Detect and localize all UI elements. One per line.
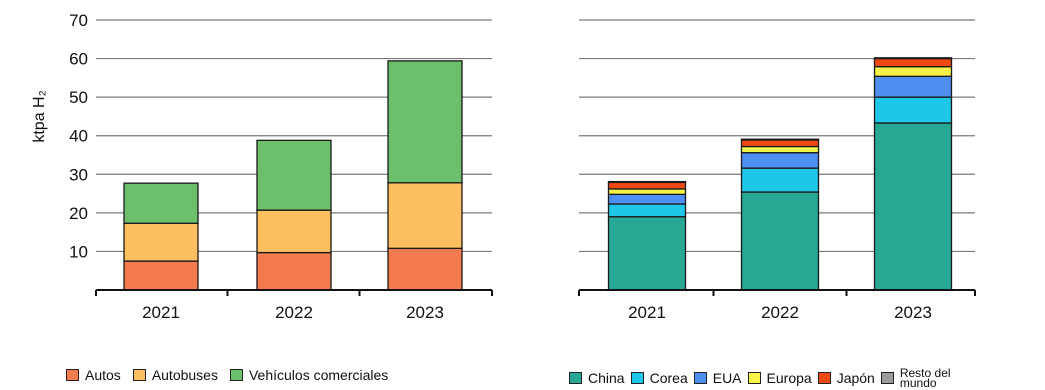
legend-item-eua: EUA xyxy=(693,370,742,386)
legend-swatch xyxy=(880,372,894,384)
bar-segment-china xyxy=(607,216,687,291)
bar-segment-japon xyxy=(607,181,687,190)
legend-item-europa: Europa xyxy=(747,370,812,386)
y-tick-label: 70 xyxy=(69,11,88,30)
bar-segment-vehiculos-comerciales xyxy=(256,139,332,211)
bar-segment-corea xyxy=(740,167,820,193)
legend-item-autobuses: Autobuses xyxy=(132,367,218,383)
bar-segment-europa xyxy=(740,145,820,154)
y-tick-label: 60 xyxy=(69,50,88,69)
x-tick-label: 2023 xyxy=(894,303,932,322)
legend-item-resto-del-mundo: Resto del mundo xyxy=(880,366,952,390)
y-tick-label: 10 xyxy=(69,242,88,261)
legend-left: Autos Autobuses Vehículos comerciales xyxy=(66,368,400,382)
bar-segment-europa xyxy=(607,188,687,195)
bar-segment-vehiculos-comerciales xyxy=(123,182,199,224)
bar-segment-china xyxy=(873,122,953,291)
bar-segment-autos xyxy=(387,247,463,291)
bar-segment-autobuses xyxy=(123,222,199,262)
y-axis-label: ktpa H₂ xyxy=(31,90,48,142)
legend-swatch xyxy=(630,372,644,384)
legend-item-autos: Autos xyxy=(66,368,121,382)
bar-segment-autos xyxy=(256,251,332,291)
legend-swatch xyxy=(569,372,582,384)
legend-label: Japón xyxy=(836,370,875,386)
legend-swatch xyxy=(817,372,831,384)
legend-item-corea: Corea xyxy=(630,370,688,386)
y-tick-label: 30 xyxy=(69,165,88,184)
bar-segment-japon xyxy=(873,57,953,68)
legend-item-japon: Japón xyxy=(817,370,875,386)
legend-label: Corea xyxy=(649,370,688,386)
bar-segment-autobuses xyxy=(387,182,463,249)
x-tick-label: 2022 xyxy=(275,303,313,322)
legend-label: China xyxy=(588,370,625,386)
x-tick-label: 2021 xyxy=(142,303,180,322)
bar-segment-resto-del-mundo xyxy=(873,57,953,60)
legend-label: Resto del mundo xyxy=(899,366,951,390)
legend-swatch xyxy=(693,372,707,384)
bar-segment-autos xyxy=(123,260,199,291)
legend-item-china: China xyxy=(569,371,625,385)
legend-label: Vehículos comerciales xyxy=(248,367,389,383)
y-tick-label: 40 xyxy=(69,127,88,146)
bar-segment-japon xyxy=(740,139,820,148)
bar-segment-resto-del-mundo xyxy=(607,180,687,184)
legend-label: Autos xyxy=(85,367,121,383)
legend-label: Europa xyxy=(766,370,812,386)
bar-segment-eua xyxy=(873,75,953,98)
legend-swatch xyxy=(66,369,79,381)
y-tick-label: 20 xyxy=(69,204,88,223)
x-tick-label: 2021 xyxy=(628,303,666,322)
legend-label: EUA xyxy=(712,370,742,386)
legend-right: China Corea EUA Europa Japón Resto del mundo xyxy=(569,366,958,390)
bar-segment-autobuses xyxy=(256,209,332,254)
legend-item-vehiculos-comerciales: Vehículos comerciales xyxy=(229,367,389,383)
bar-segment-corea xyxy=(607,203,687,218)
y-tick-label: 50 xyxy=(69,88,88,107)
bar-segment-corea xyxy=(873,96,953,124)
legend-swatch xyxy=(229,369,243,381)
x-tick-label: 2022 xyxy=(761,303,799,322)
legend-swatch xyxy=(132,369,146,381)
bar-segment-eua xyxy=(740,152,820,169)
legend-swatch xyxy=(747,372,761,384)
bar-segment-china xyxy=(740,191,820,291)
legend-label: Autobuses xyxy=(151,367,218,383)
bar-segment-eua xyxy=(607,193,687,205)
bar-segment-europa xyxy=(873,66,953,77)
x-tick-label: 2023 xyxy=(406,303,444,322)
bar-segment-vehiculos-comerciales xyxy=(387,60,463,184)
bar-segment-resto-del-mundo xyxy=(740,138,820,141)
